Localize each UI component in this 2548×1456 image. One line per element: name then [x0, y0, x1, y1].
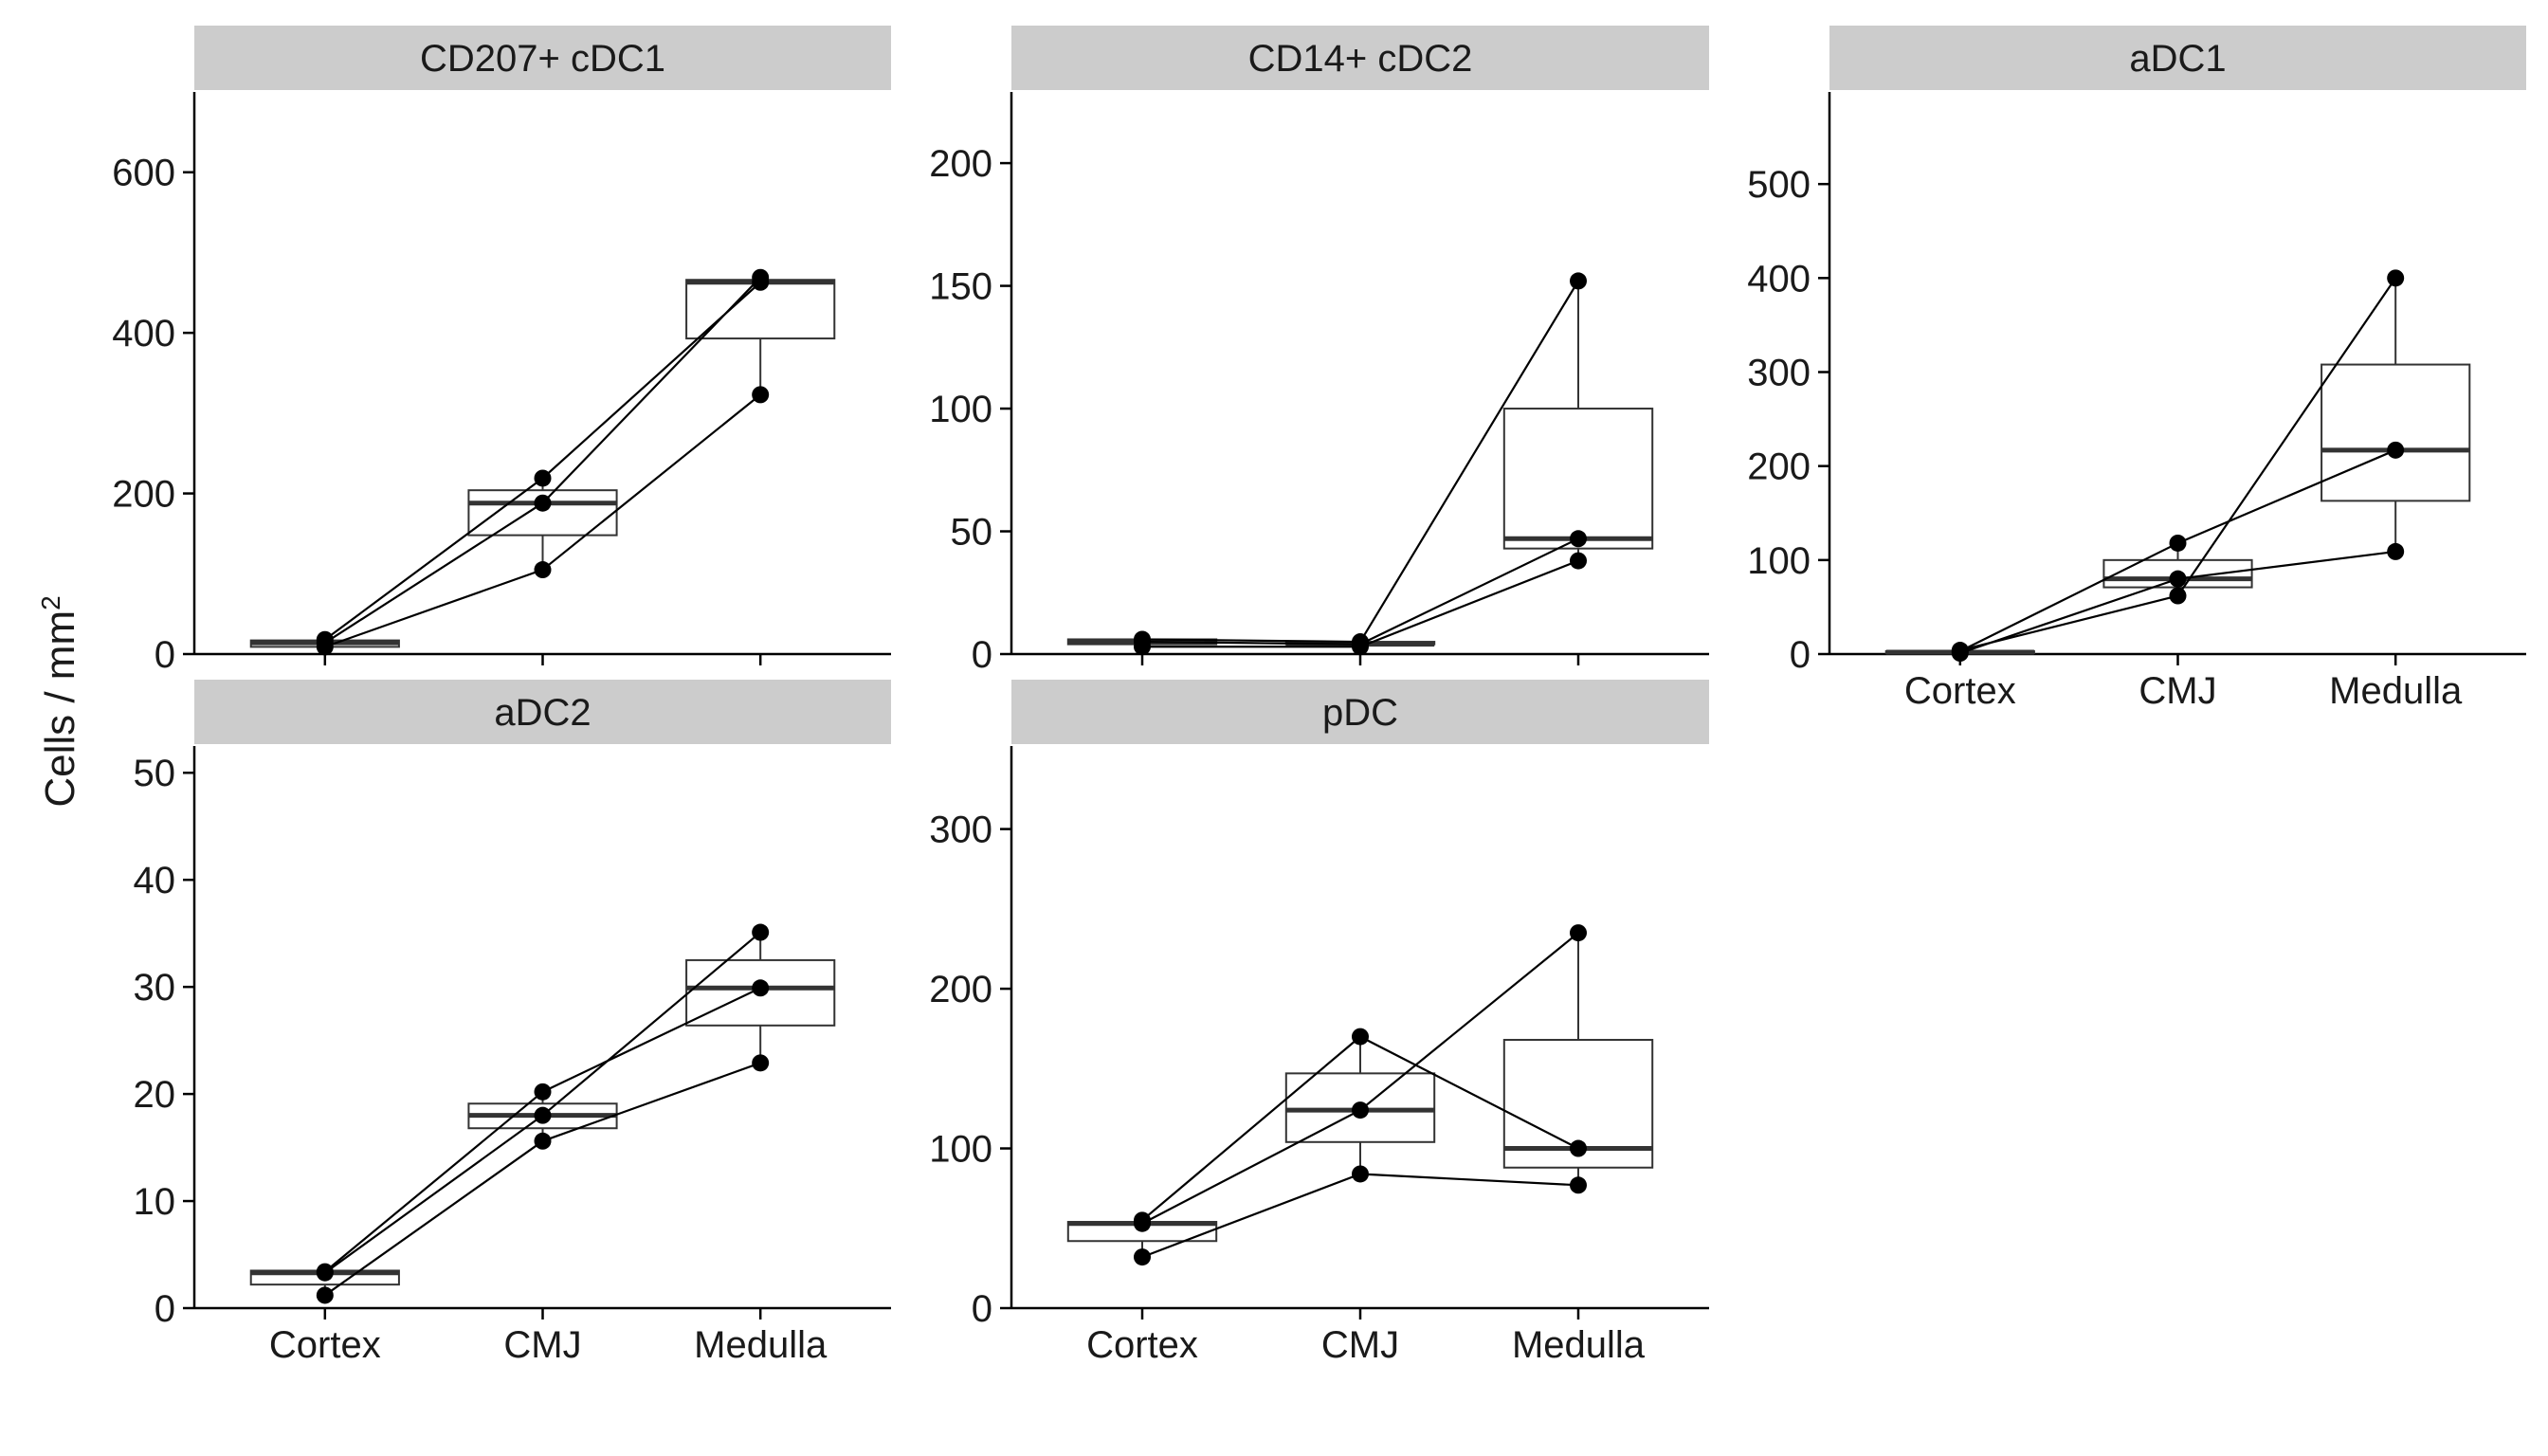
y-tick-label: 200 [929, 969, 992, 1010]
y-tick-label: 20 [134, 1074, 176, 1116]
data-point [534, 1106, 552, 1124]
data-point [2387, 441, 2405, 459]
y-tick-label: 40 [134, 860, 176, 901]
y-tick-label: 30 [134, 967, 176, 1009]
data-point [1570, 1139, 1587, 1157]
data-point [316, 1264, 334, 1282]
data-point [2169, 534, 2187, 552]
data-point [752, 1054, 770, 1072]
y-axis-label-text: Cells / mm [37, 610, 83, 808]
facet-strip [194, 680, 891, 744]
data-point [534, 469, 552, 487]
y-axis-label: Cells / mm2 [36, 595, 84, 807]
x-tick-label: Medulla [694, 1324, 828, 1366]
data-point [752, 923, 770, 941]
facet-panel: aDC1 0 100 200 300 400 500 Cortex CMJ Medulla [1747, 26, 2526, 712]
facet-panel: pDC 0 100 200 300 Cortex CMJ Medulla [929, 680, 1709, 1366]
box [2320, 278, 2471, 552]
data-point [534, 494, 552, 512]
box [1502, 281, 1654, 561]
y-tick-label: 0 [1790, 634, 1811, 676]
box [685, 932, 836, 1064]
y-tick-label: 50 [951, 512, 993, 554]
data-point [1352, 1028, 1369, 1046]
data-point [1352, 638, 1369, 656]
series-line [1141, 1173, 1579, 1259]
data-point [1352, 1165, 1369, 1183]
facet-panel: CD14+ cDC2 0 50 100 150 200 [929, 26, 1709, 676]
data-point [1570, 924, 1587, 942]
data-point [534, 1083, 552, 1101]
x-tick-label: Medulla [2329, 670, 2463, 712]
series-line [1141, 537, 1579, 646]
y-tick-label: 0 [155, 1288, 175, 1330]
y-tick-label: 50 [134, 753, 176, 794]
x-tick-label: Cortex [269, 1324, 381, 1366]
facet-title: aDC1 [2129, 38, 2226, 80]
y-tick-label: 0 [155, 634, 175, 676]
data-point [1951, 645, 1969, 663]
y-axis-label-superscript: 2 [36, 595, 65, 610]
y-tick-label: 100 [1747, 540, 1811, 582]
data-point [752, 268, 770, 286]
y-tick-label: 400 [1747, 258, 1811, 300]
data-point [1352, 1101, 1369, 1119]
y-tick-label: 200 [112, 474, 175, 516]
x-tick-label: CMJ [503, 1324, 581, 1366]
data-point [1134, 1248, 1151, 1266]
y-tick-label: 500 [1747, 164, 1811, 206]
data-point [752, 979, 770, 997]
facet-title: CD207+ cDC1 [420, 38, 665, 80]
data-point [1570, 1176, 1587, 1194]
box [685, 277, 836, 395]
data-point [2169, 587, 2187, 605]
y-tick-label: 100 [929, 1129, 992, 1171]
box [467, 478, 618, 571]
x-tick-label: CMJ [2138, 670, 2216, 712]
data-point [1570, 530, 1587, 548]
y-tick-label: 200 [1747, 446, 1811, 488]
facet-strip [1011, 26, 1709, 90]
data-point [316, 1286, 334, 1304]
data-point [2387, 269, 2405, 287]
y-tick-label: 10 [134, 1181, 176, 1223]
facet-strip [1011, 680, 1709, 744]
facet-strip [1829, 26, 2526, 90]
x-tick-label: Cortex [1904, 670, 2016, 712]
y-tick-label: 600 [112, 153, 175, 194]
data-point [534, 1132, 552, 1150]
x-tick-label: Cortex [1086, 1324, 1198, 1366]
y-tick-label: 0 [972, 634, 992, 676]
facet-title: pDC [1322, 692, 1398, 734]
facet-title: CD14+ cDC2 [1248, 38, 1473, 80]
y-tick-label: 0 [972, 1288, 992, 1330]
x-tick-label: CMJ [1321, 1324, 1399, 1366]
box-rect [1502, 408, 1654, 550]
facet-panel: CD207+ cDC1 0 200 400 600 [112, 26, 891, 676]
data-point [1134, 1214, 1151, 1232]
data-point [534, 561, 552, 579]
box-rect [2320, 363, 2471, 502]
data-point [316, 638, 334, 656]
data-point [752, 386, 770, 404]
y-tick-label: 200 [929, 143, 992, 185]
facet-panel: aDC2 0 10 20 30 40 50 Cortex CMJ Medulla [134, 680, 891, 1366]
y-tick-label: 100 [929, 389, 992, 430]
data-point [1570, 552, 1587, 570]
y-tick-label: 300 [1747, 353, 1811, 394]
y-tick-label: 300 [929, 810, 992, 851]
data-point [1570, 272, 1587, 290]
data-point [1134, 638, 1151, 656]
data-point [2387, 542, 2405, 560]
facet-strip [194, 26, 891, 90]
x-tick-label: Medulla [1512, 1324, 1646, 1366]
y-tick-label: 400 [112, 313, 175, 355]
facet-title: aDC2 [494, 692, 591, 734]
data-point [2169, 570, 2187, 588]
y-tick-label: 150 [929, 266, 992, 308]
